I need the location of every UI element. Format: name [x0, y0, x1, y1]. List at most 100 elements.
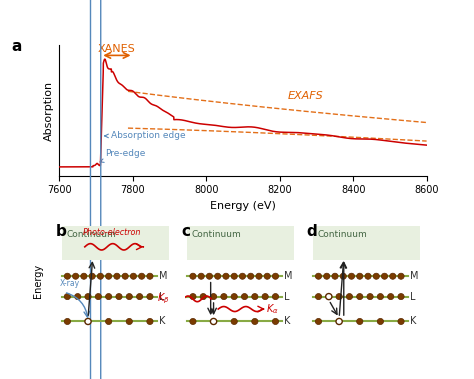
Circle shape	[315, 273, 322, 279]
Text: M: M	[284, 271, 292, 281]
Text: K: K	[410, 316, 416, 326]
Circle shape	[365, 273, 371, 279]
FancyBboxPatch shape	[187, 227, 294, 260]
Circle shape	[326, 294, 332, 300]
Circle shape	[336, 318, 342, 324]
Text: Pre-edge: Pre-edge	[100, 149, 145, 162]
Circle shape	[231, 273, 237, 279]
Circle shape	[348, 273, 355, 279]
Circle shape	[85, 294, 91, 300]
Circle shape	[398, 273, 404, 279]
Text: Continuum: Continuum	[192, 230, 242, 239]
Circle shape	[73, 273, 79, 279]
Circle shape	[114, 273, 120, 279]
Circle shape	[106, 294, 112, 300]
Circle shape	[116, 294, 122, 300]
Text: c: c	[182, 224, 191, 239]
Circle shape	[336, 294, 342, 300]
Circle shape	[147, 273, 153, 279]
Circle shape	[147, 318, 153, 324]
Text: Continuum: Continuum	[66, 230, 116, 239]
Circle shape	[231, 318, 237, 324]
Circle shape	[324, 273, 330, 279]
Text: EXAFS: EXAFS	[288, 91, 323, 101]
Circle shape	[256, 273, 262, 279]
Circle shape	[315, 294, 322, 300]
Circle shape	[215, 273, 221, 279]
Y-axis label: Absorption: Absorption	[44, 80, 54, 141]
Circle shape	[239, 273, 246, 279]
Circle shape	[85, 318, 91, 324]
Circle shape	[147, 294, 153, 300]
Circle shape	[377, 318, 383, 324]
Circle shape	[231, 294, 237, 300]
Circle shape	[138, 273, 145, 279]
Circle shape	[190, 273, 196, 279]
Circle shape	[64, 273, 71, 279]
Circle shape	[273, 273, 279, 279]
Text: Energy: Energy	[33, 264, 43, 298]
Circle shape	[252, 318, 258, 324]
Circle shape	[137, 294, 143, 300]
Circle shape	[340, 273, 346, 279]
Circle shape	[346, 294, 353, 300]
FancyBboxPatch shape	[313, 227, 419, 260]
Text: Continuum: Continuum	[317, 230, 367, 239]
Text: L: L	[410, 291, 415, 302]
Circle shape	[398, 318, 404, 324]
Circle shape	[198, 273, 204, 279]
Circle shape	[97, 273, 103, 279]
Circle shape	[74, 294, 81, 300]
Circle shape	[126, 318, 132, 324]
Circle shape	[89, 273, 95, 279]
Circle shape	[106, 318, 112, 324]
Circle shape	[190, 318, 196, 324]
Circle shape	[126, 294, 132, 300]
Text: a: a	[11, 39, 22, 54]
Circle shape	[130, 273, 137, 279]
Circle shape	[373, 273, 379, 279]
Circle shape	[210, 318, 217, 324]
Circle shape	[390, 273, 396, 279]
Circle shape	[95, 294, 101, 300]
Circle shape	[356, 318, 363, 324]
Circle shape	[81, 273, 87, 279]
Circle shape	[382, 273, 388, 279]
Circle shape	[190, 294, 196, 300]
FancyBboxPatch shape	[62, 227, 169, 260]
Text: Photo-electron: Photo-electron	[82, 228, 141, 237]
Circle shape	[356, 273, 363, 279]
Text: L: L	[284, 291, 290, 302]
Circle shape	[247, 273, 254, 279]
X-axis label: Energy (eV): Energy (eV)	[210, 201, 276, 211]
Circle shape	[210, 294, 217, 300]
Circle shape	[377, 294, 383, 300]
Text: L: L	[159, 291, 164, 302]
Circle shape	[200, 294, 206, 300]
Circle shape	[367, 294, 373, 300]
Circle shape	[264, 273, 270, 279]
Text: $K_\alpha$: $K_\alpha$	[266, 302, 279, 316]
Text: M: M	[410, 271, 418, 281]
Text: X-ray: X-ray	[60, 279, 80, 288]
Circle shape	[64, 294, 71, 300]
Circle shape	[221, 294, 227, 300]
Circle shape	[206, 273, 212, 279]
Circle shape	[315, 318, 322, 324]
Circle shape	[273, 294, 279, 300]
Circle shape	[273, 318, 279, 324]
Text: M: M	[159, 271, 167, 281]
Circle shape	[122, 273, 128, 279]
Circle shape	[241, 294, 247, 300]
Text: XANES: XANES	[98, 44, 136, 54]
Text: b: b	[56, 224, 67, 239]
Circle shape	[398, 294, 404, 300]
Text: K: K	[159, 316, 165, 326]
Circle shape	[262, 294, 268, 300]
Circle shape	[64, 318, 71, 324]
Text: Absorption edge: Absorption edge	[105, 132, 186, 140]
Circle shape	[332, 273, 338, 279]
Circle shape	[356, 294, 363, 300]
Circle shape	[106, 273, 112, 279]
Text: d: d	[307, 224, 318, 239]
